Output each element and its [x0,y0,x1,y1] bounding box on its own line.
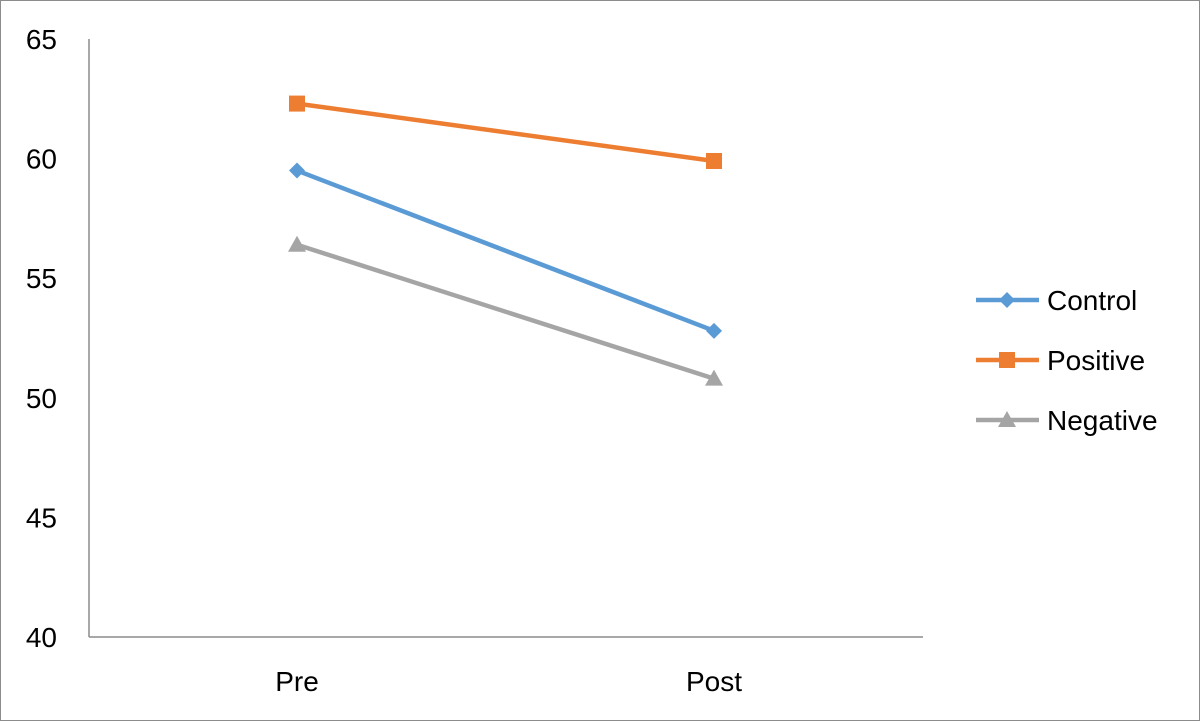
data-point-control [706,322,722,339]
series-line-control [296,168,715,333]
series-line-negative [296,242,715,381]
data-point-control [289,162,305,179]
legend: Control Positive Negative [976,285,1158,436]
legend-label-positive: Positive [1047,345,1145,376]
data-point-negative [288,235,306,252]
legend-marker-positive [999,352,1015,368]
x-tick-label: Pre [275,666,319,697]
y-tick-label: 50 [26,383,57,414]
y-tick-label: 65 [26,24,57,55]
series-negative [288,235,723,386]
series-control [289,162,722,339]
series-positive [289,95,722,169]
y-tick-label: 45 [26,502,57,533]
axes [88,39,923,638]
y-tick-label: 55 [26,263,57,294]
series-line-positive [296,101,715,164]
legend-label-control: Control [1047,285,1137,316]
legend-item-negative: Negative [976,405,1158,436]
y-tick-label: 40 [26,622,57,653]
legend-marker-negative [998,411,1016,427]
data-point-positive [706,152,722,169]
x-tick-label: Post [686,666,742,697]
data-point-negative [705,369,723,386]
x-tick-labels: Pre Post [275,666,742,697]
data-point-positive [289,95,305,112]
legend-item-control: Control [976,285,1137,316]
legend-item-positive: Positive [976,345,1145,376]
series-layer [288,95,723,386]
legend-marker-control [999,292,1015,308]
legend-label-negative: Negative [1047,405,1158,436]
y-tick-label: 60 [26,144,57,175]
y-tick-labels: 40 45 50 55 60 65 [26,24,57,653]
